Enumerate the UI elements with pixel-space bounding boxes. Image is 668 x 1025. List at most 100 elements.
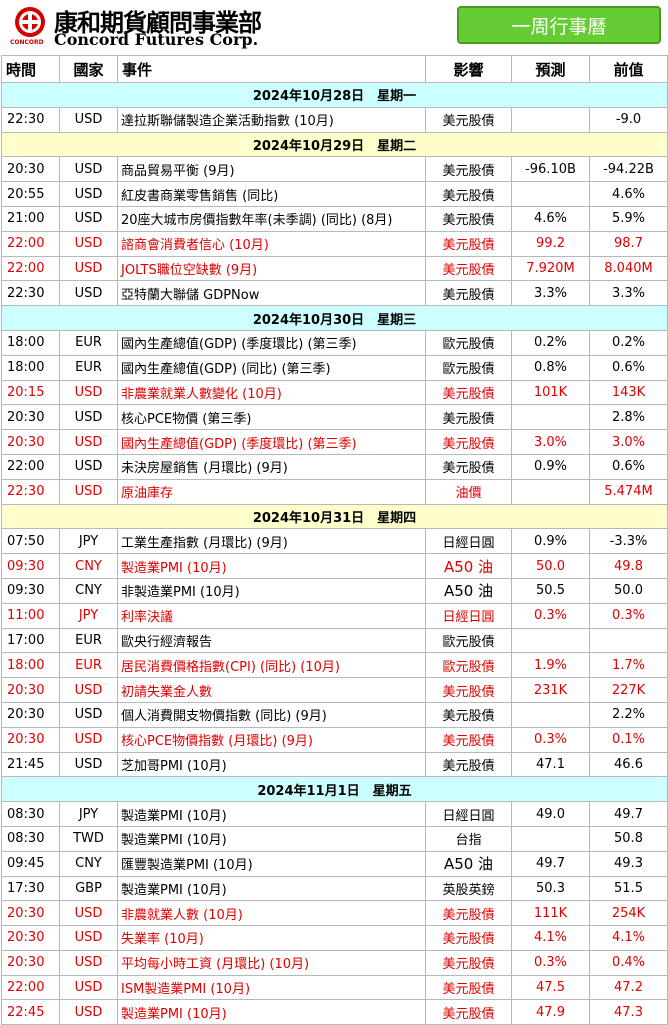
event-previous: 0.3% <box>589 602 668 629</box>
event-forecast: 0.2% <box>511 329 590 356</box>
event-time: 20:30 <box>1 429 60 455</box>
event-previous: 49.8 <box>589 553 668 579</box>
column-header-time: 時間 <box>1 55 60 83</box>
event-name: 國內生產總值(GDP) (同比) (第三季) <box>117 354 426 381</box>
event-impact: 美元股債 <box>425 949 512 976</box>
event-forecast: 0.3% <box>511 949 590 976</box>
event-impact: 美元股債 <box>425 974 512 1001</box>
event-name: 原油庫存 <box>117 478 426 505</box>
event-forecast <box>511 701 590 728</box>
event-previous: -9.0 <box>589 106 668 133</box>
event-name: 利率決議 <box>117 602 426 629</box>
event-previous: 50.8 <box>589 825 668 852</box>
event-row: 21:45 USD 芝加哥PMI (10月) 美元股債 47.1 46.6 <box>1 751 668 778</box>
date-row: 2024年10月31日 星期四 <box>1 503 668 530</box>
event-forecast: 50.5 <box>511 577 590 604</box>
event-row: 09:30 CNY 製造業PMI (10月) A50 油 50.0 49.8 <box>1 553 668 579</box>
event-row: 20:15 USD 非農業就業人數變化 (10月) 美元股債 101K 143K <box>1 379 668 406</box>
event-previous: 3.0% <box>589 429 668 455</box>
event-row: 22:00 USD 未決房屋銷售 (月環比) (9月) 美元股債 0.9% 0.6% <box>1 453 668 480</box>
event-previous: 2.2% <box>589 701 668 728</box>
event-impact: 美元股債 <box>425 205 512 232</box>
event-row: 20:30 USD 平均每小時工資 (月環比) (10月) 美元股債 0.3% 0.4% <box>1 949 668 976</box>
event-impact: 美元股債 <box>425 999 512 1025</box>
event-row: 17:00 EUR 歐央行經濟報告 歐元股債 <box>1 627 668 654</box>
event-impact: A50 油 <box>425 577 512 604</box>
event-row: 22:45 USD 製造業PMI (10月) 美元股債 47.9 47.3 <box>1 999 668 1025</box>
event-name: 製造業PMI (10月) <box>117 875 426 902</box>
event-time: 22:00 <box>1 974 60 1001</box>
event-country: USD <box>59 974 118 1001</box>
event-time: 17:30 <box>1 875 60 902</box>
event-impact: 美元股債 <box>425 751 512 778</box>
event-time: 20:15 <box>1 379 60 406</box>
event-forecast: 4.6% <box>511 205 590 232</box>
event-time: 20:30 <box>1 677 60 703</box>
event-impact: 英股英鎊 <box>425 875 512 902</box>
event-forecast: 0.9% <box>511 453 590 480</box>
event-country: JPY <box>59 528 118 555</box>
calendar-body: 2024年10月28日 星期一 22:30 USD 達拉斯聯儲製造企業活動指數 (10… <box>1 82 668 1025</box>
event-forecast: 50.0 <box>511 553 590 579</box>
event-name: 核心PCE物價指數 (月環比) (9月) <box>117 726 426 753</box>
event-name: 芝加哥PMI (10月) <box>117 751 426 778</box>
event-row: 07:50 JPY 工業生產指數 (月環比) (9月) 日經日圓 0.9% -3.3% <box>1 528 668 555</box>
event-time: 08:30 <box>1 801 60 827</box>
event-time: 22:30 <box>1 478 60 505</box>
event-country: USD <box>59 156 118 183</box>
event-previous: -94.22B <box>589 156 668 183</box>
event-country: CNY <box>59 577 118 604</box>
event-country: EUR <box>59 652 118 679</box>
event-time: 20:30 <box>1 701 60 728</box>
event-name: JOLTS職位空缺數 (9月) <box>117 255 426 282</box>
event-time: 22:00 <box>1 230 60 257</box>
event-name: 失業率 (10月) <box>117 925 426 951</box>
event-impact: A50 油 <box>425 850 512 877</box>
page-header: CONCORD 康和期貨顧問事業部 Concord Futures Corp. … <box>0 0 668 54</box>
event-row: 20:30 USD 初請失業金人數 美元股債 231K 227K <box>1 677 668 703</box>
event-row: 22:00 USD JOLTS職位空缺數 (9月) 美元股債 7.920M 8.040M <box>1 255 668 282</box>
event-time: 22:45 <box>1 999 60 1025</box>
event-previous: -3.3% <box>589 528 668 555</box>
event-row: 08:30 JPY 製造業PMI (10月) 日經日圓 49.0 49.7 <box>1 801 668 827</box>
event-forecast <box>511 181 590 207</box>
event-previous: 227K <box>589 677 668 703</box>
event-name: 非製造業PMI (10月) <box>117 577 426 604</box>
table-header-row: 時間 國家 事件 影響 預測 前值 <box>1 55 668 83</box>
event-previous: 4.6% <box>589 181 668 207</box>
event-row: 22:30 USD 亞特蘭大聯儲 GDPNow 美元股債 3.3% 3.3% <box>1 280 668 307</box>
event-previous: 3.3% <box>589 280 668 307</box>
event-previous: 0.6% <box>589 453 668 480</box>
concord-logo-icon <box>15 7 45 37</box>
event-previous: 4.1% <box>589 925 668 951</box>
event-previous: 50.0 <box>589 577 668 604</box>
event-name: 商品貿易平衡 (9月) <box>117 156 426 183</box>
event-country: USD <box>59 106 118 133</box>
event-forecast <box>511 404 590 431</box>
event-country: USD <box>59 230 118 257</box>
event-forecast: 7.920M <box>511 255 590 282</box>
event-country: USD <box>59 280 118 307</box>
event-previous: 46.6 <box>589 751 668 778</box>
event-country: USD <box>59 726 118 753</box>
event-name: 非農業就業人數變化 (10月) <box>117 379 426 406</box>
event-time: 11:00 <box>1 602 60 629</box>
event-name: 達拉斯聯儲製造企業活動指數 (10月) <box>117 106 426 133</box>
event-time: 09:45 <box>1 850 60 877</box>
event-row: 20:30 USD 個人消費開支物價指數 (同比) (9月) 美元股債 2.2% <box>1 701 668 728</box>
event-impact: 美元股債 <box>425 230 512 257</box>
event-impact: 美元股債 <box>425 404 512 431</box>
company-name-en: Concord Futures Corp. <box>54 30 259 49</box>
event-row: 22:30 USD 原油庫存 油價 5.474M <box>1 478 668 505</box>
date-row: 2024年10月28日 星期一 <box>1 82 668 108</box>
event-previous: 5.474M <box>589 478 668 505</box>
event-country: USD <box>59 255 118 282</box>
date-row: 2024年11月1日 星期五 <box>1 776 668 803</box>
event-time: 17:00 <box>1 627 60 654</box>
event-row: 20:30 USD 核心PCE物價 (第三季) 美元股債 2.8% <box>1 404 668 431</box>
event-forecast: 49.7 <box>511 850 590 877</box>
event-impact: 歐元股債 <box>425 652 512 679</box>
event-name: 製造業PMI (10月) <box>117 999 426 1025</box>
event-previous: 47.2 <box>589 974 668 1001</box>
event-name: 製造業PMI (10月) <box>117 801 426 827</box>
